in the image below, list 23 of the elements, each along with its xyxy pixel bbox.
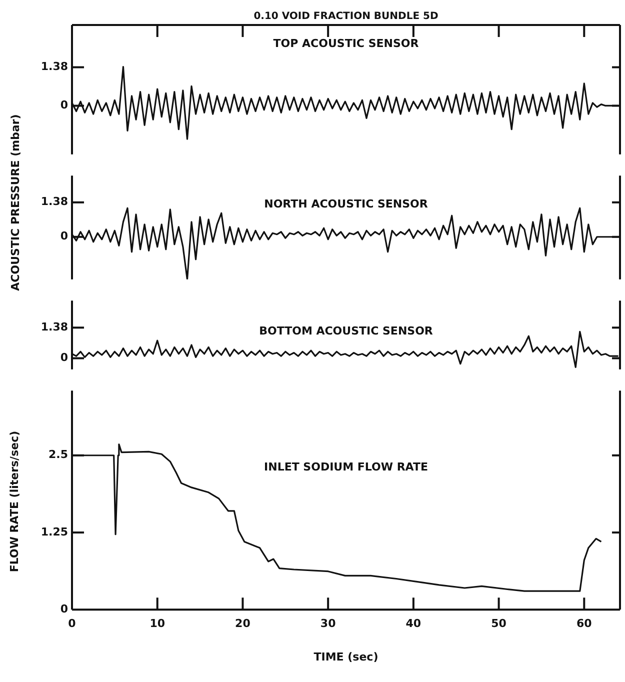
x-axis-title: TIME (sec) (314, 650, 378, 664)
y-axis-title: ACOUSTIC PRESSURE (mbar) (8, 114, 22, 291)
y-tick-label: 0 (60, 602, 68, 616)
y-axis-title: FLOW RATE (liters/sec) (8, 430, 22, 572)
y-tick-label: 0 (60, 351, 68, 364)
x-tick-label: 10 (150, 617, 166, 630)
annotation: NORTH ACOUSTIC SENSOR (264, 198, 428, 211)
x-tick-label: 50 (491, 617, 507, 630)
y-tick-label: 0 (60, 230, 68, 243)
x-tick-label: 40 (406, 617, 422, 630)
y-tick-label: 1.38 (40, 320, 68, 334)
y-tick-label: 1.25 (40, 525, 68, 538)
y-tick-label: 2.5 (48, 448, 68, 462)
x-tick-label: 20 (235, 617, 251, 630)
y-tick-label: 0 (60, 98, 68, 112)
chart-title: 0.10 VOID FRACTION BUNDLE 5D (254, 11, 438, 22)
x-tick-label: 30 (320, 617, 336, 630)
annotation: TOP ACOUSTIC SENSOR (273, 37, 420, 50)
annotation: BOTTOM ACOUSTIC SENSOR (259, 324, 434, 338)
y-tick-label: 1.38 (40, 60, 68, 74)
annotation: INLET SODIUM FLOW RATE (264, 460, 428, 474)
x-tick-label: 60 (576, 617, 592, 630)
y-tick-label: 1.38 (40, 195, 68, 208)
